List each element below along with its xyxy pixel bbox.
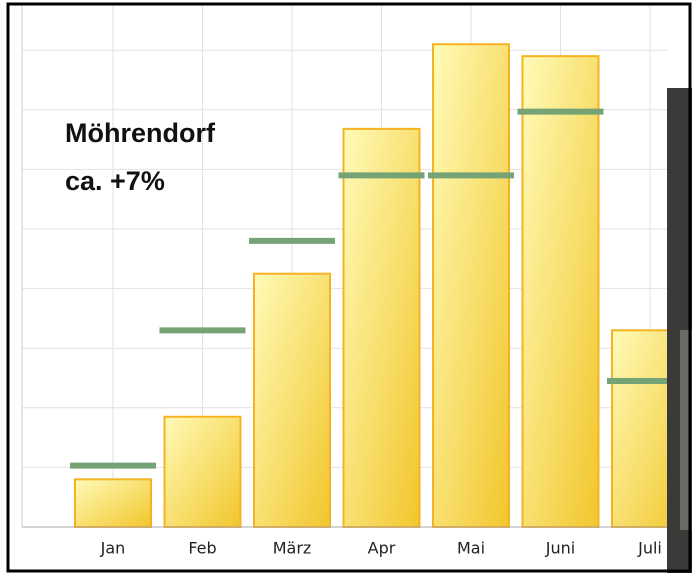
annotation: ca. +7%	[65, 166, 165, 196]
bar	[253, 272, 331, 528]
x-tick-label: Apr	[368, 539, 396, 558]
x-tick-label: Juli	[637, 539, 662, 558]
x-tick-label: Mai	[457, 539, 485, 558]
x-tick-label: Feb	[188, 539, 216, 558]
x-tick-label: Jan	[100, 539, 126, 558]
bar	[342, 127, 421, 528]
annotation: Möhrendorf	[65, 118, 216, 148]
x-tick-label: Juni	[545, 539, 575, 558]
bar	[74, 478, 152, 528]
bar	[432, 43, 510, 528]
frame	[6, 2, 692, 573]
bar	[163, 415, 242, 528]
x-tick-label: März	[273, 539, 312, 558]
bar	[521, 55, 600, 528]
